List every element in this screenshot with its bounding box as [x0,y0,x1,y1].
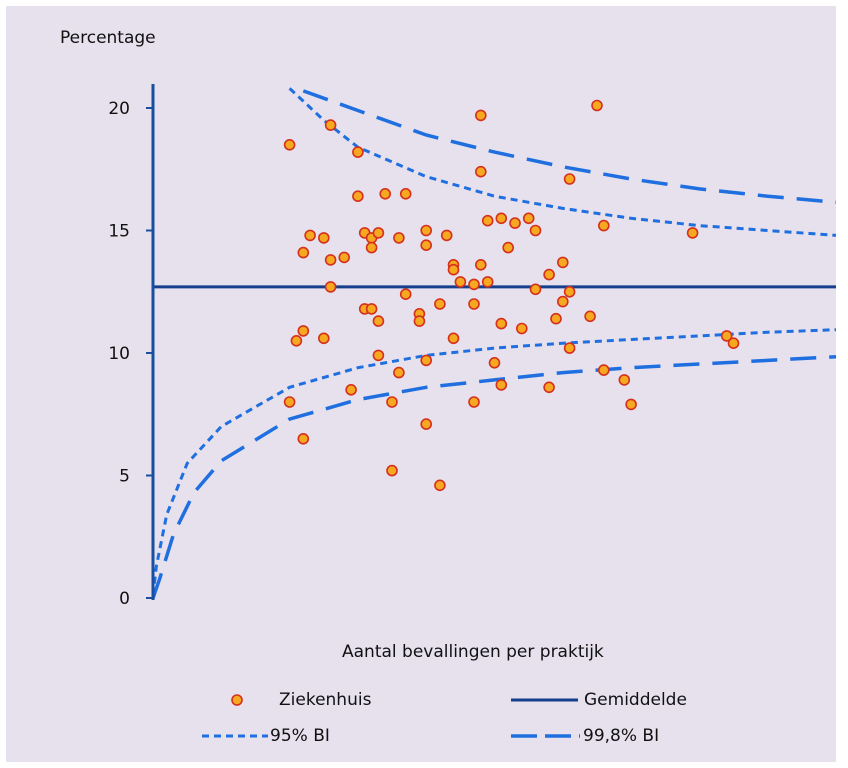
data-point [365,303,378,315]
data-point [509,217,521,229]
data-point [372,227,385,239]
data-point [529,283,542,296]
data-point [440,229,453,242]
ci95-upper-curve [288,87,836,237]
data-point [502,241,515,254]
data-point [529,224,542,237]
data-point [474,165,487,178]
data-point [625,398,637,411]
data-point [290,334,303,347]
data-point [317,332,330,345]
data-point [686,227,699,239]
y-ticks: 0 5 10 15 20 [108,99,153,609]
data-point [543,381,555,394]
y-tick-label: 5 [119,467,130,487]
data-point [584,310,596,323]
data-point [413,315,426,327]
data-point [474,258,487,271]
data-point [468,298,480,310]
data-point [597,364,610,376]
data-point [283,396,296,408]
data-point [468,278,480,291]
y-tick-label: 0 [119,589,130,609]
scatter-plot: 0 5 10 15 20 [108,84,836,738]
y-tick-label: 15 [108,222,130,242]
data-point [379,188,392,200]
legend-label-ci95: 95% BI [270,726,330,746]
data-point [420,239,433,251]
data-point [550,312,562,325]
data-point [495,379,508,391]
y-tick-label: 20 [108,99,130,119]
data-point [488,356,501,369]
legend-label-ziekenhuis: Ziekenhuis [279,690,372,710]
data-point [720,330,733,342]
data-point [563,285,576,298]
ci95-lower-curve [151,328,836,596]
data-point [563,173,576,185]
data-point [420,354,433,367]
data-point [563,342,576,354]
data-point [597,219,610,232]
chart-panel: Percentage 0 5 10 15 20 Aantal bevallingen p… [6,6,836,762]
ci998-lower-curve [151,354,836,599]
data-point [495,317,508,330]
y-axis-label: Percentage [60,28,156,48]
legend-label-ci998: 99,8% BI [583,726,660,746]
data-point [556,256,569,269]
legend-label-gemiddelde: Gemiddelde [584,690,687,710]
data-point [399,288,412,301]
data-point [591,99,603,112]
data-point [495,212,508,225]
data-point [283,139,296,151]
data-point [304,229,316,242]
data-point [372,349,385,362]
data-point [386,464,398,477]
data-point [420,224,433,237]
data-point [515,322,528,335]
data-point [447,332,460,345]
data-point [543,268,555,281]
legend [202,694,580,738]
data-point [618,374,631,386]
data-point [324,119,337,131]
data-point [317,232,330,244]
data-point [522,212,535,225]
data-point [365,241,378,254]
x-axis-label: Aantal bevallingen per praktijk [342,642,604,662]
data-point [393,232,405,244]
data-point [474,109,487,122]
data-point [399,188,412,200]
data-point [447,263,460,276]
data-point [468,396,480,408]
data-point [352,146,364,158]
data-point [420,418,433,430]
data-point [393,366,405,379]
ci998-upper-curve [302,89,836,205]
legend-ziekenhuis-marker [231,694,243,706]
data-points [283,99,740,492]
data-point [434,479,446,492]
ci-curves [151,87,836,599]
data-point [434,298,446,310]
data-point [352,190,364,202]
data-point [481,276,494,288]
y-tick-label: 10 [108,344,130,364]
data-point [556,295,569,308]
data-point [372,315,385,327]
data-point [297,246,310,259]
data-point [324,281,337,293]
data-point [454,276,467,288]
data-point [345,383,357,396]
data-point [297,325,310,337]
data-point [338,251,351,264]
data-point [297,432,310,445]
data-point [727,337,740,350]
data-point [481,214,494,227]
data-point [324,254,337,266]
data-point [386,396,398,408]
